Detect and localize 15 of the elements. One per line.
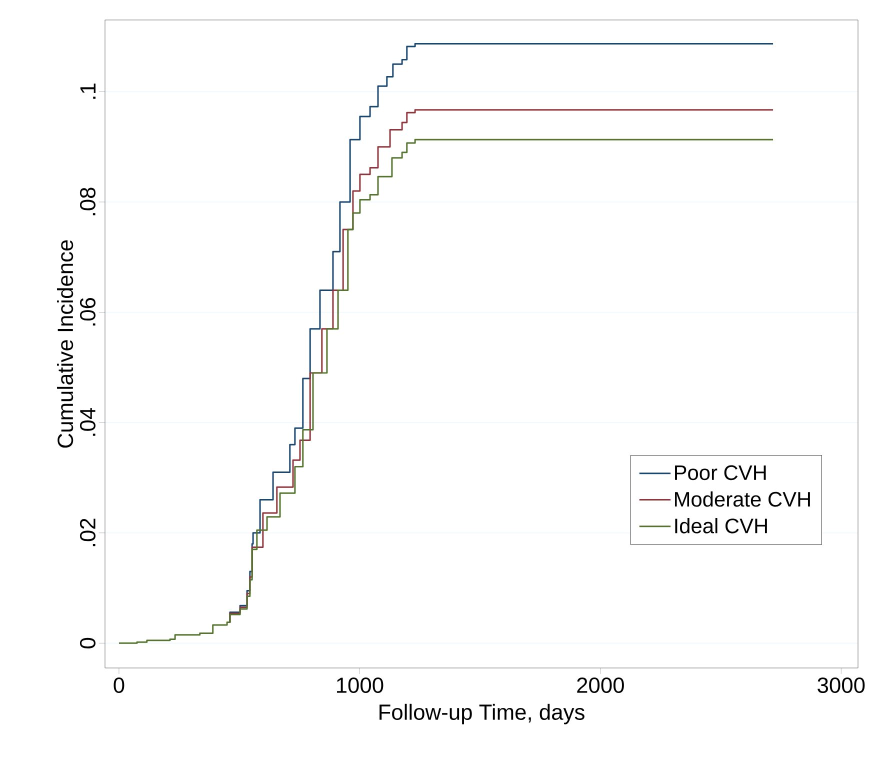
x-tick-label: 1000 [336,677,384,694]
y-tick-label: .06 [80,298,96,326]
y-tick-label: 0 [80,638,96,648]
y-tick-label: .02 [80,518,96,546]
y-tick-label: .04 [80,408,96,436]
legend-label: Ideal CVH [675,518,767,534]
x-axis-title: Follow-up Time, days [380,704,584,724]
x-tick-label: 0 [114,677,124,694]
y-axis-title: Cumulative Incidence [57,240,74,448]
y-tick-label: .08 [80,188,96,216]
y-tick-label: .1 [80,84,96,99]
x-tick-label: 2000 [577,677,624,694]
legend-label: Moderate CVH [675,491,810,507]
legend-label: Poor CVH [675,465,766,480]
x-tick-label: 3000 [818,677,865,694]
